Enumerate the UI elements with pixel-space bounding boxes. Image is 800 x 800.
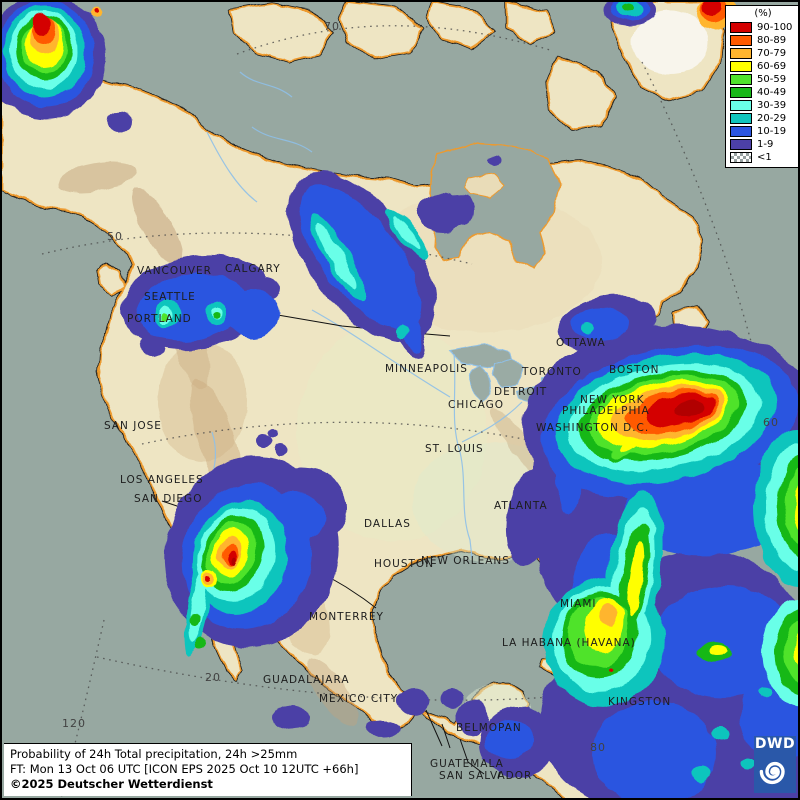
city-label: DETROIT: [494, 386, 548, 398]
grid-label: 80: [590, 741, 606, 754]
city-label: MINNEAPOLIS: [385, 363, 468, 375]
city-label: PORTLAND: [127, 313, 192, 325]
city-label: MEXICO CITY: [319, 693, 399, 705]
legend-color-swatch: [730, 35, 752, 46]
grid-label: 70: [324, 20, 340, 33]
city-label: VANCOUVER: [137, 265, 212, 277]
forecast-info-box: Probability of 24h Total precipitation, …: [4, 743, 412, 796]
legend-row: 50-59: [726, 73, 798, 86]
probability-legend: (%) 90-100 80-89 70-79 60-69 50-59 40-49 30-39…: [725, 5, 798, 168]
grid-label: 60: [763, 416, 779, 429]
legend-range-label: 90-100: [757, 22, 793, 33]
city-label: OTTAWA: [556, 337, 606, 349]
grid-label: 50: [107, 230, 123, 243]
legend-color-swatch: [730, 48, 752, 59]
legend-color-swatch: [730, 100, 752, 111]
dwd-logo: DWD: [754, 736, 796, 793]
legend-range-label: <1: [757, 152, 772, 163]
copyright-line: ©2025 Deutscher Wetterdienst: [10, 777, 213, 791]
rivers: [131, 71, 623, 559]
city-label: GUATEMALA: [430, 758, 504, 770]
legend-color-swatch: [730, 126, 752, 137]
legend-row: <1: [726, 151, 798, 164]
legend-range-label: 1-9: [757, 139, 774, 150]
legend-color-swatch: [730, 113, 752, 124]
legend-row: 80-89: [726, 34, 798, 47]
legend-title: (%): [754, 8, 772, 19]
city-label: KINGSTON: [608, 696, 672, 708]
legend-color-swatch: [730, 152, 752, 163]
legend-rows: 90-100 80-89 70-79 60-69 50-59 40-49 30-39 20-2…: [726, 21, 798, 164]
dwd-spiral-icon: [759, 761, 785, 785]
legend-row: 40-49: [726, 86, 798, 99]
city-label: ST. LOUIS: [425, 443, 484, 455]
city-label: SEATTLE: [144, 291, 196, 303]
legend-color-swatch: [730, 87, 752, 98]
city-label: BELMOPAN: [456, 722, 522, 734]
city-label: TORONTO: [522, 366, 582, 378]
city-label: LA HABANA (HAVANA): [502, 637, 636, 649]
grid-label: 20: [205, 671, 221, 684]
grid-label: 120: [62, 717, 86, 730]
dwd-logo-text: DWD: [754, 736, 796, 752]
city-label: SAN SALVADOR: [439, 770, 533, 782]
legend-color-swatch: [730, 74, 752, 85]
city-label: SAN JOSE: [104, 420, 162, 432]
city-label: CALGARY: [225, 263, 281, 275]
city-label: NEW ORLEANS: [421, 555, 510, 567]
legend-row: 90-100: [726, 21, 798, 34]
city-label: BOSTON: [609, 364, 660, 376]
legend-color-swatch: [730, 22, 752, 33]
city-label: LOS ANGELES: [120, 474, 204, 486]
product-title: Probability of 24h Total precipitation, …: [10, 747, 298, 761]
city-label: MONTERREY: [309, 611, 384, 623]
city-label: DALLAS: [364, 518, 411, 530]
city-label: HOUSTON: [374, 558, 435, 570]
city-label: PHILADELPHIA: [562, 405, 650, 417]
city-label: WASHINGTON D.C.: [536, 422, 650, 434]
city-label: NEW YORK: [580, 394, 645, 406]
city-label: GUADALAJARA: [263, 674, 350, 686]
legend-color-swatch: [730, 139, 752, 150]
legend-row: 10-19: [726, 125, 798, 138]
legend-range-label: 10-19: [757, 126, 787, 137]
legend-row: 1-9: [726, 138, 798, 151]
legend-range-label: 40-49: [757, 87, 787, 98]
city-label: SAN DIEGO: [134, 493, 203, 505]
city-label: CHICAGO: [448, 399, 505, 411]
great-lakes: [449, 343, 569, 403]
hudson-bay-island: [463, 173, 505, 199]
legend-row: 30-39: [726, 99, 798, 112]
legend-row: 70-79: [726, 47, 798, 60]
legend-color-swatch: [730, 61, 752, 72]
legend-range-label: 80-89: [757, 35, 787, 46]
city-label: MIAMI: [560, 598, 597, 610]
legend-range-label: 60-69: [757, 61, 787, 72]
legend-range-label: 20-29: [757, 113, 787, 124]
legend-range-label: 30-39: [757, 100, 787, 111]
city-label: ATLANTA: [494, 500, 548, 512]
legend-range-label: 50-59: [757, 74, 787, 85]
legend-range-label: 70-79: [757, 48, 787, 59]
forecast-time-line: FT: Mon 13 Oct 06 UTC [ICON EPS 2025 Oct…: [10, 762, 359, 776]
graticule: [41, 25, 795, 798]
legend-row: 60-69: [726, 60, 798, 73]
legend-row: 20-29: [726, 112, 798, 125]
